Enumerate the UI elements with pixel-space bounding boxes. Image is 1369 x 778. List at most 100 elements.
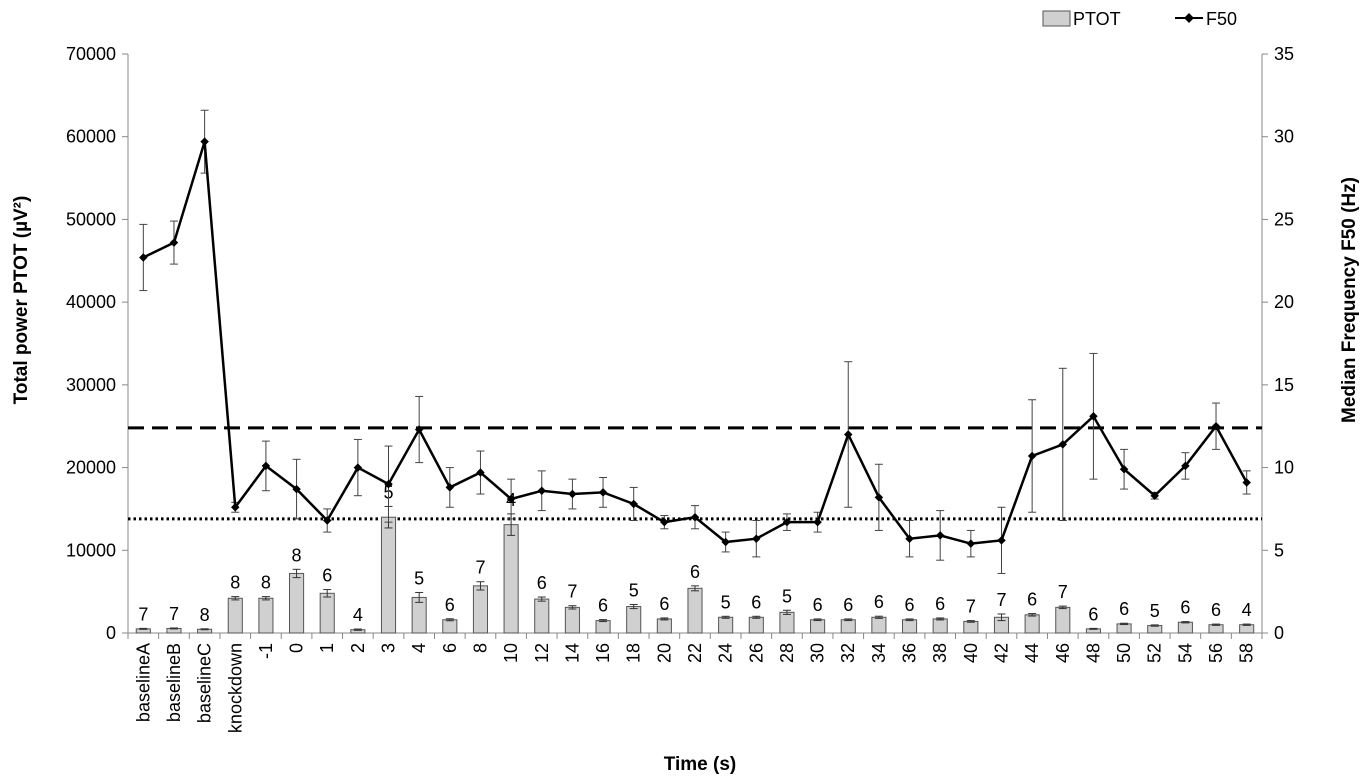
f50-point: [1242, 478, 1251, 487]
x-tick-label: 54: [1175, 643, 1195, 663]
x-tick-label: 22: [685, 643, 705, 663]
n-label: 7: [138, 604, 148, 624]
n-label: 6: [751, 592, 761, 612]
ptot-bar: [901, 619, 918, 634]
x-tick-label: 0: [287, 643, 307, 653]
y-right-tick-label: 35: [1274, 44, 1294, 64]
f50-point: [1058, 440, 1068, 449]
f50-point: [568, 489, 577, 499]
legend-swatch-ptot: [1042, 10, 1071, 27]
n-label: 8: [292, 545, 302, 565]
ptot-bar: [932, 618, 948, 634]
n-label: 6: [598, 596, 608, 616]
f50-point: [169, 238, 179, 247]
f50-point: [935, 531, 945, 540]
n-label: 7: [996, 590, 1006, 610]
f50-point: [1211, 421, 1221, 431]
f50-point: [1150, 491, 1159, 500]
x-tick-label: 1: [317, 643, 337, 653]
f50-point: [752, 534, 761, 543]
x-tick-label: 10: [501, 643, 521, 663]
x-tick-label: knockdown: [225, 643, 245, 733]
n-label: 6: [1119, 599, 1129, 619]
f50-point: [660, 517, 669, 527]
legend-marker-f50: [1184, 13, 1194, 23]
x-tick-label: 30: [808, 643, 828, 663]
ptot-bar: [1208, 624, 1224, 634]
y-right-tick-label: 5: [1274, 540, 1284, 560]
f50-point: [476, 468, 485, 477]
ptot-bar: [687, 587, 703, 634]
x-tick-label: 20: [654, 643, 674, 663]
n-label: 6: [322, 566, 332, 586]
ptot-bar: [595, 620, 611, 634]
x-tick-label: 6: [440, 643, 460, 653]
f50-point: [782, 517, 792, 527]
n-label: 7: [475, 558, 485, 578]
ptot-bar: [963, 620, 979, 634]
ptot-bar: [1177, 621, 1193, 634]
y-right-tick-label: 20: [1274, 292, 1294, 312]
n-label: 8: [261, 573, 271, 593]
y-right-tick-label: 10: [1274, 458, 1294, 478]
x-axis-title: Time (s): [664, 754, 737, 775]
ptot-bar: [1055, 606, 1071, 634]
x-tick-label: 46: [1053, 643, 1073, 663]
ptot-bar: [1024, 614, 1040, 634]
f50-point: [353, 463, 363, 472]
y-left-tick-label: 20000: [66, 458, 116, 478]
n-label: 6: [690, 562, 700, 582]
ptot-bar: [840, 619, 856, 634]
n-label: 8: [200, 605, 210, 625]
n-label: 7: [169, 604, 179, 624]
ptot-bar: [626, 606, 642, 634]
ptot-bar: [1116, 623, 1132, 634]
ptot-bar: [289, 572, 305, 634]
x-tick-label: 38: [930, 643, 950, 663]
ptot-bar: [534, 598, 550, 634]
f50-point: [813, 517, 822, 527]
y-left-tick-label: 0: [106, 623, 116, 643]
f50-point: [506, 494, 516, 504]
x-tick-label: 42: [991, 643, 1011, 663]
f50-point: [629, 499, 638, 509]
x-tick-label: 44: [1022, 643, 1042, 663]
n-label: 6: [445, 595, 455, 615]
n-label: 6: [1180, 598, 1190, 618]
n-label: 7: [567, 582, 577, 602]
f50-point: [874, 493, 884, 502]
y-left-tick-label: 10000: [66, 540, 116, 560]
f50-point: [200, 137, 209, 146]
n-label: 6: [905, 595, 915, 615]
ptot-bar: [503, 524, 519, 634]
x-tick-label: 18: [624, 643, 644, 663]
n-label: 6: [1211, 600, 1221, 620]
n-label: 6: [874, 592, 884, 612]
x-tick-label: 16: [593, 643, 613, 663]
ptot-bar: [227, 597, 243, 634]
y-right-tick-label: 0: [1274, 623, 1284, 643]
x-tick-label: 24: [716, 643, 736, 663]
f50-point: [537, 486, 546, 495]
n-label: 5: [721, 592, 731, 612]
ptot-bar: [748, 616, 764, 634]
x-tick-label: 3: [379, 643, 399, 653]
y-left-tick-label: 70000: [66, 44, 116, 64]
ptot-bar: [472, 585, 489, 634]
ptot-bar: [258, 597, 274, 634]
x-tick-label: -1: [256, 643, 276, 659]
ptot-bar: [1239, 624, 1255, 634]
x-tick-label: baselineB: [164, 643, 184, 722]
f50-point: [690, 512, 700, 522]
n-label: 5: [782, 586, 792, 606]
n-label: 6: [843, 595, 853, 615]
n-label: 6: [813, 595, 823, 615]
y-left-tick-label: 40000: [66, 292, 116, 312]
f50-point: [231, 503, 240, 512]
y-left-tick-label: 50000: [66, 209, 116, 229]
n-label: 6: [659, 594, 669, 614]
x-tick-label: 52: [1145, 643, 1165, 663]
f50-point: [322, 516, 332, 525]
f50-point: [844, 430, 853, 439]
